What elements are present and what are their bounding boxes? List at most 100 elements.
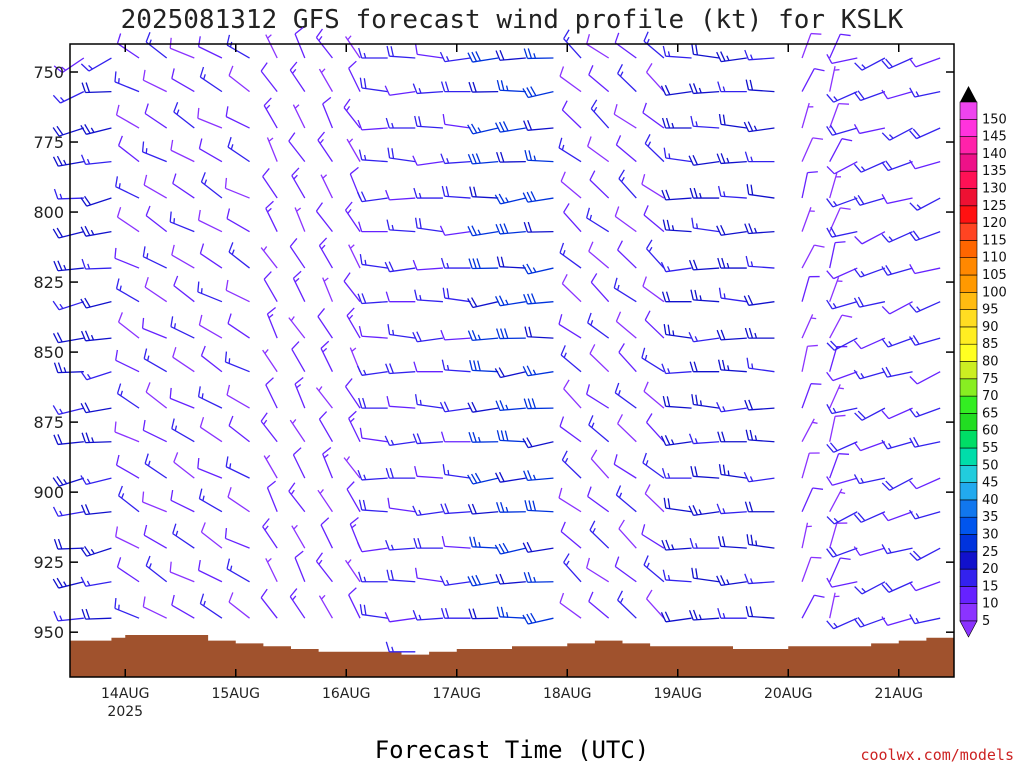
colorbar-label: 20: [982, 562, 999, 577]
wind-barb: [881, 337, 913, 348]
colorbar-swatch: [959, 309, 978, 328]
colorbar-label: 140: [982, 147, 1007, 162]
wind-barb: [384, 435, 416, 446]
wind-barb: [80, 546, 112, 557]
colorbar-swatch: [959, 551, 978, 570]
terrain-fill: [70, 634, 954, 677]
wind-barb: [141, 317, 167, 339]
wind-barb: [801, 556, 822, 582]
wind-barb: [645, 413, 665, 443]
wind-barb: [661, 467, 692, 479]
wind-barb: [745, 79, 775, 93]
wind-barb: [171, 418, 195, 443]
colorbar-max-arrow: [960, 86, 977, 102]
wind-barb: [495, 49, 526, 61]
wind-barb: [662, 395, 692, 409]
wind-barb: [561, 100, 582, 129]
wind-barb: [909, 509, 941, 520]
wind-barb: [288, 132, 306, 163]
wind-barb: [291, 524, 306, 549]
wind-barb: [412, 331, 444, 343]
wind-barb: [265, 200, 278, 232]
wind-barb: [52, 91, 85, 104]
wind-barb: [522, 365, 554, 377]
wind-barb: [661, 189, 692, 201]
wind-barb: [467, 153, 499, 165]
wind-barb: [829, 345, 848, 372]
colorbar-swatch: [959, 274, 978, 293]
wind-barb: [661, 539, 692, 551]
wind-barb: [115, 104, 140, 129]
wind-barb: [289, 238, 306, 269]
wind-barb: [469, 186, 499, 199]
wind-barb: [294, 207, 306, 232]
wind-barb: [170, 139, 195, 163]
wind-barb: [644, 484, 665, 513]
y-tick-label: 850: [33, 343, 64, 362]
wind-barb: [173, 102, 195, 129]
wind-barb: [197, 281, 223, 303]
colorbar-swatch: [959, 101, 978, 120]
colorbar-swatch: [959, 534, 978, 553]
wind-barb: [224, 177, 250, 199]
wind-barb: [829, 314, 853, 339]
wind-barb: [172, 173, 195, 199]
wind-barb: [853, 511, 886, 523]
wind-barb: [114, 597, 140, 619]
wind-barb: [801, 207, 815, 232]
colorbar-swatch: [959, 222, 978, 241]
colorbar-label: 35: [982, 510, 999, 525]
colorbar-swatch: [959, 447, 978, 466]
wind-barb: [197, 559, 223, 583]
colorbar-label: 95: [982, 303, 999, 318]
wind-barb: [357, 469, 388, 481]
wind-barb: [826, 161, 858, 175]
colorbar-swatch: [959, 516, 978, 535]
wind-barb: [826, 53, 858, 65]
wind-barb: [588, 65, 610, 93]
colorbar-swatch: [959, 603, 978, 622]
wind-barb: [344, 201, 361, 233]
wind-barb: [115, 278, 140, 303]
wind-barb: [829, 453, 850, 479]
wind-barb: [717, 431, 747, 443]
y-axis: 750 775 800 825 850 875 900 925 950: [33, 63, 954, 642]
wind-barb: [614, 32, 637, 59]
wind-barb: [826, 337, 858, 351]
wind-barb: [618, 343, 637, 373]
wind-barb: [116, 33, 140, 59]
wind-barb: [322, 446, 334, 479]
wind-barb: [801, 452, 820, 479]
wind-barb: [53, 188, 84, 200]
wind-barb: [467, 297, 499, 309]
colorbar-swatch: [959, 568, 978, 587]
wind-barb: [384, 261, 416, 273]
wind-barb: [227, 313, 250, 339]
wind-barb: [688, 154, 720, 166]
y-tick-label: 925: [33, 553, 64, 572]
wind-barb: [662, 219, 692, 233]
wind-barb: [716, 224, 747, 236]
wind-barb: [881, 511, 913, 522]
wind-barb: [645, 63, 665, 93]
colorbar-swatch: [959, 430, 978, 449]
wind-barb: [117, 135, 140, 163]
wind-barb: [117, 312, 140, 339]
wind-barb: [829, 33, 851, 59]
wind-barb: [468, 608, 499, 620]
wind-barb: [81, 608, 112, 620]
wind-barb: [645, 239, 665, 269]
wind-barb: [588, 591, 610, 619]
wind-barb: [743, 121, 775, 133]
wind-barb: [227, 136, 250, 163]
wind-barb: [801, 522, 812, 549]
colorbar-swatch: [959, 119, 978, 137]
x-axis-label: Forecast Time (UTC): [375, 736, 650, 764]
wind-barb: [588, 241, 610, 269]
colorbar-label: 115: [982, 233, 1007, 248]
x-tick-label: 21AUG: [875, 686, 924, 702]
wind-barb: [589, 170, 610, 199]
wind-barb: [559, 416, 582, 443]
wind-barb: [853, 296, 886, 308]
wind-barb: [587, 312, 610, 339]
